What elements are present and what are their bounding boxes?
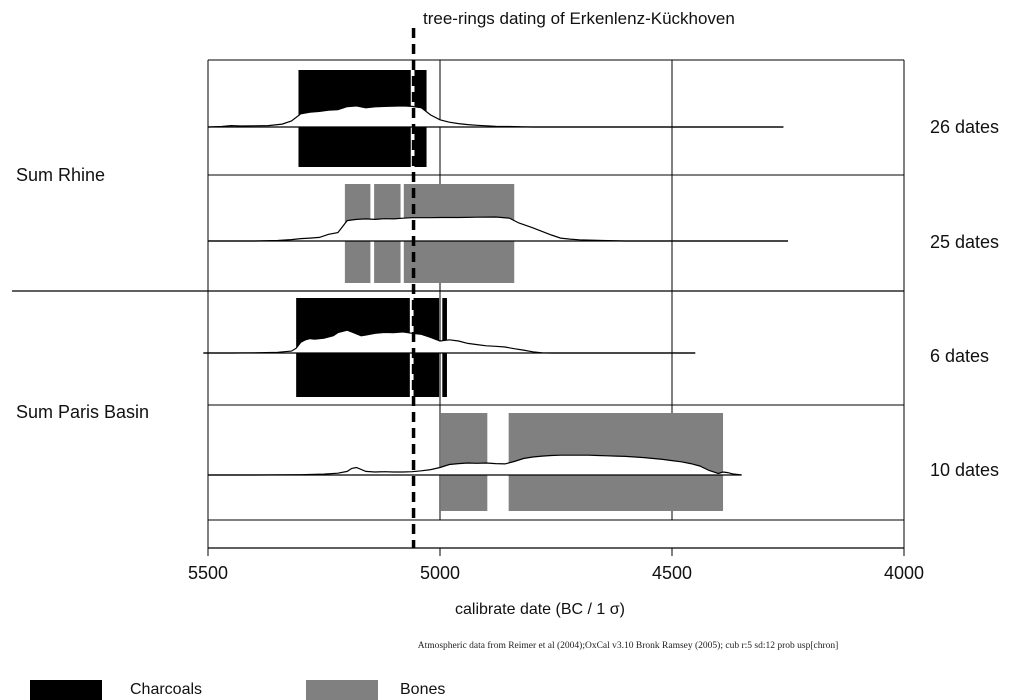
x-tick-label-3: 4000 bbox=[884, 563, 924, 583]
x-tick-label-2: 4500 bbox=[652, 563, 692, 583]
legend-swatch-charcoals bbox=[30, 680, 102, 700]
x-tick-label-0: 5500 bbox=[188, 563, 228, 583]
plot-frame bbox=[12, 59, 905, 556]
legend-label-charcoals: Charcoals bbox=[130, 681, 202, 698]
curve-fill-3 bbox=[208, 455, 742, 475]
source-note: Atmospheric data from Reimer et al (2004… bbox=[418, 640, 839, 651]
x-tick-label-1: 5000 bbox=[420, 563, 460, 583]
group-label-1: Sum Paris Basin bbox=[16, 402, 149, 422]
probability-curve-0 bbox=[207, 105, 784, 128]
chart-title: tree-rings dating of Erkenlenz-Kückhoven bbox=[423, 9, 735, 28]
group-label-0: Sum Rhine bbox=[16, 165, 105, 185]
curve-fill-0 bbox=[208, 105, 784, 127]
probability-curve-3 bbox=[208, 454, 742, 476]
probability-curves bbox=[203, 105, 788, 476]
row-count-label-2: 6 dates bbox=[930, 346, 989, 366]
curve-fill-2 bbox=[203, 330, 696, 353]
probability-curve-1 bbox=[208, 216, 788, 242]
row-count-label-0: 26 dates bbox=[930, 117, 999, 137]
row-count-label-1: 25 dates bbox=[930, 232, 999, 252]
row-count-label-3: 10 dates bbox=[930, 460, 999, 480]
x-axis-label: calibrate date (BC / 1 σ) bbox=[455, 601, 625, 618]
probability-curve-2 bbox=[203, 329, 696, 354]
range-bar-3-0 bbox=[440, 413, 488, 511]
legend-label-bones: Bones bbox=[400, 681, 445, 698]
legend-swatch-bones bbox=[306, 680, 378, 700]
curve-fill-1 bbox=[208, 217, 788, 241]
